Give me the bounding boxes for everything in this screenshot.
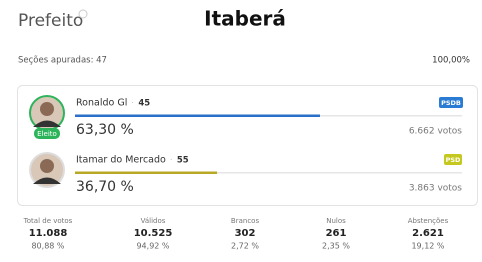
stat-label: Total de votos <box>23 217 73 225</box>
stat-value: 261 <box>326 228 347 239</box>
office: Prefeito <box>18 11 83 31</box>
party: PSD <box>446 156 461 164</box>
stat-value: 11.088 <box>29 228 68 239</box>
election-card: Prefeito Itaberá Seções apuradas: 47 100… <box>0 0 482 258</box>
vote-percent: 63,30 % <box>76 122 134 138</box>
stat-pct: 2,72 % <box>231 242 259 251</box>
stat-label: Nulos <box>326 217 346 225</box>
vote-bar <box>75 172 217 175</box>
stat-value: 2.621 <box>412 228 444 239</box>
city: Itaberá <box>204 7 286 31</box>
stat-value: 302 <box>235 228 256 239</box>
separator: · <box>170 156 173 165</box>
sections-pct: 100,00% <box>432 56 470 66</box>
stat-value: 10.525 <box>134 228 173 239</box>
vote-count: 3.863 votos <box>409 184 462 194</box>
avatar-head <box>40 102 54 116</box>
status: Eleito <box>37 130 57 138</box>
candidate-name: Itamar do Mercado <box>76 155 166 166</box>
candidate-number: 55 <box>177 156 189 166</box>
stat-label: Válidos <box>141 217 166 225</box>
separator: · <box>131 99 134 108</box>
stat-pct: 80,88 % <box>31 242 64 251</box>
stat-pct: 94,92 % <box>136 242 169 251</box>
vote-bar <box>75 115 320 118</box>
candidate-name: Ronaldo Gl <box>76 98 127 109</box>
candidate-number: 45 <box>138 99 150 109</box>
vote-count: 6.662 votos <box>409 127 462 137</box>
party: PSDB <box>441 99 461 107</box>
vote-percent: 36,70 % <box>76 179 134 195</box>
avatar-head <box>40 159 54 173</box>
stat-pct: 2,35 % <box>322 242 350 251</box>
stat-label: Brancos <box>231 217 260 225</box>
stat-label: Abstenções <box>408 217 449 225</box>
stat-pct: 19,12 % <box>411 242 444 251</box>
sections: Seções apuradas: 47 <box>18 56 107 66</box>
